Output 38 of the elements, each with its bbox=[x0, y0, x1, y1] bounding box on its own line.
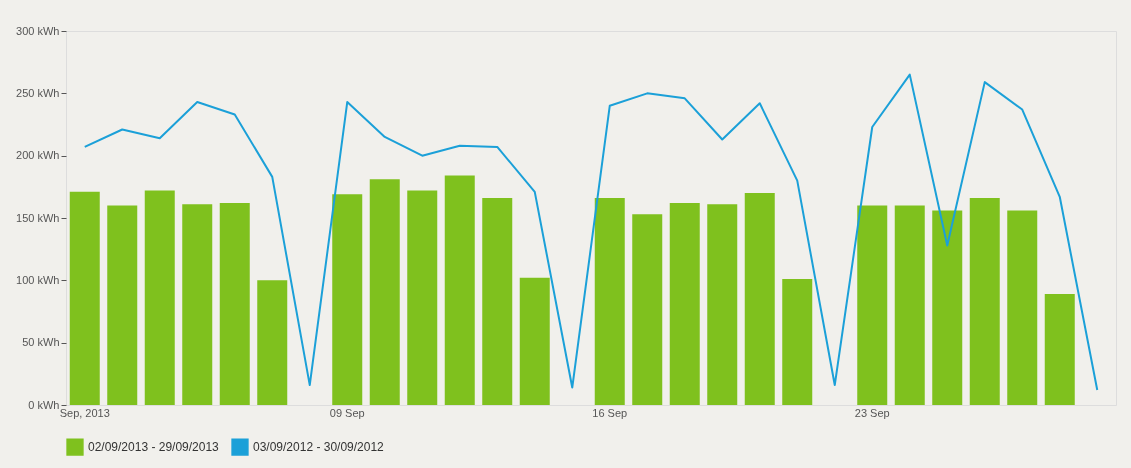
bar bbox=[744, 193, 775, 405]
y-tick-label: 250 kWh bbox=[16, 86, 60, 99]
bar bbox=[182, 204, 213, 405]
legend-label: 02/09/2013 - 29/09/2013 bbox=[88, 440, 220, 455]
y-tick-label: 300 kWh bbox=[16, 24, 60, 37]
line-series bbox=[83, 73, 1099, 392]
bar bbox=[707, 204, 738, 405]
bar bbox=[669, 203, 700, 405]
y-tick-label: 100 kWh bbox=[16, 273, 60, 286]
bar bbox=[782, 279, 813, 405]
bar bbox=[932, 210, 963, 405]
x-tick-label: 09 Sep bbox=[329, 406, 365, 419]
bar bbox=[857, 205, 888, 405]
bar bbox=[594, 198, 625, 405]
x-tick-label: 23 Sep bbox=[854, 406, 890, 419]
bar bbox=[69, 191, 100, 405]
bar bbox=[519, 277, 550, 405]
bar bbox=[107, 205, 138, 405]
bar bbox=[219, 203, 250, 405]
bar bbox=[144, 190, 175, 405]
bar bbox=[632, 214, 663, 405]
bar bbox=[257, 280, 288, 405]
bar bbox=[332, 194, 363, 405]
x-tick-label: 16 Sep bbox=[592, 406, 628, 419]
y-tick-label: 150 kWh bbox=[16, 211, 60, 224]
bar bbox=[894, 205, 925, 405]
bar bbox=[482, 198, 513, 405]
bar bbox=[1007, 210, 1038, 405]
y-tick-label: 0 kWh bbox=[28, 398, 60, 411]
bar bbox=[969, 198, 1000, 405]
bar bbox=[369, 179, 400, 405]
x-tick-label: Sep, 2013 bbox=[59, 406, 110, 419]
bar bbox=[1044, 294, 1075, 405]
y-tick-label: 200 kWh bbox=[16, 149, 60, 162]
bar bbox=[407, 190, 438, 405]
legend-label: 03/09/2012 - 30/09/2012 bbox=[253, 440, 385, 455]
bar bbox=[444, 175, 475, 405]
y-tick-label: 50 kWh bbox=[22, 336, 60, 349]
